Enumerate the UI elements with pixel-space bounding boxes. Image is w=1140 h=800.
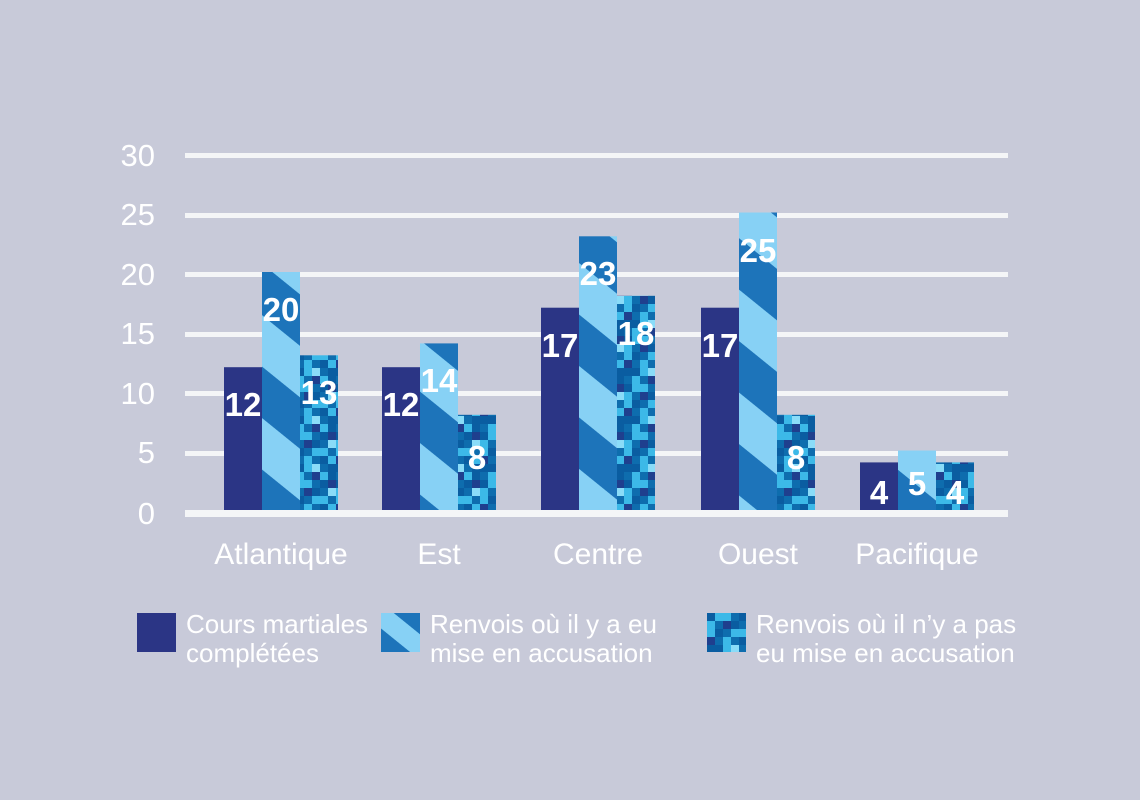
bar-2-Pacifique [936,462,974,510]
bar-value-label: 14 [420,362,458,399]
x-axis-category-label: Est [417,538,461,571]
bar-0-Ouest [701,307,739,510]
y-axis-tick-label: 0 [137,495,155,531]
y-axis-tick-label: 25 [120,197,155,232]
y-axis-tick-label: 10 [120,375,155,411]
gridline-0 [185,510,1008,517]
bar-1-Centre [579,236,617,511]
bar-value-label: 8 [786,439,806,476]
y-axis-tick-label: 20 [120,256,155,292]
y-axis-tick-label: 15 [120,316,155,351]
bar-0-Atlantique [224,367,262,510]
bar-value-label: 17 [701,327,739,364]
bar-value-label: 20 [262,291,300,328]
bar-value-label: 4 [945,474,965,511]
bar-1-Ouest [739,212,777,510]
x-axis-category-label: Pacifique [855,538,979,571]
bar-0-Centre [541,307,579,510]
bar-2-Atlantique [300,355,338,510]
y-axis-tick-label: 5 [137,435,155,470]
bar-2-Ouest [777,414,815,510]
x-axis-category-label: Atlantique [214,538,348,571]
bar-value-label: 23 [579,255,617,292]
bar-value-label: 4 [869,474,889,511]
gridline-30 [185,153,1008,158]
bar-value-label: 13 [300,374,338,411]
gridline-25 [185,212,1008,218]
bar-value-label: 12 [224,386,262,423]
bar-value-label: 12 [382,386,420,423]
x-axis-category-label: Centre [552,538,644,571]
y-axis-tick-label: 30 [120,137,155,173]
bar-1-Est [420,343,458,510]
bar-value-label: 18 [617,315,655,352]
bar-2-Est [458,414,496,510]
bar-2-Centre [617,295,655,510]
bar-0-Pacifique [860,462,898,510]
bar-value-label: 17 [541,327,579,364]
x-axis-category-label: Ouest [717,538,799,571]
bar-value-label: 8 [467,439,487,476]
bar-1-Atlantique [262,272,300,510]
bar-0-Est [382,367,420,510]
bar-value-label: 25 [739,232,777,269]
bar-1-Pacifique [898,450,936,510]
bar-value-label: 5 [907,465,927,502]
